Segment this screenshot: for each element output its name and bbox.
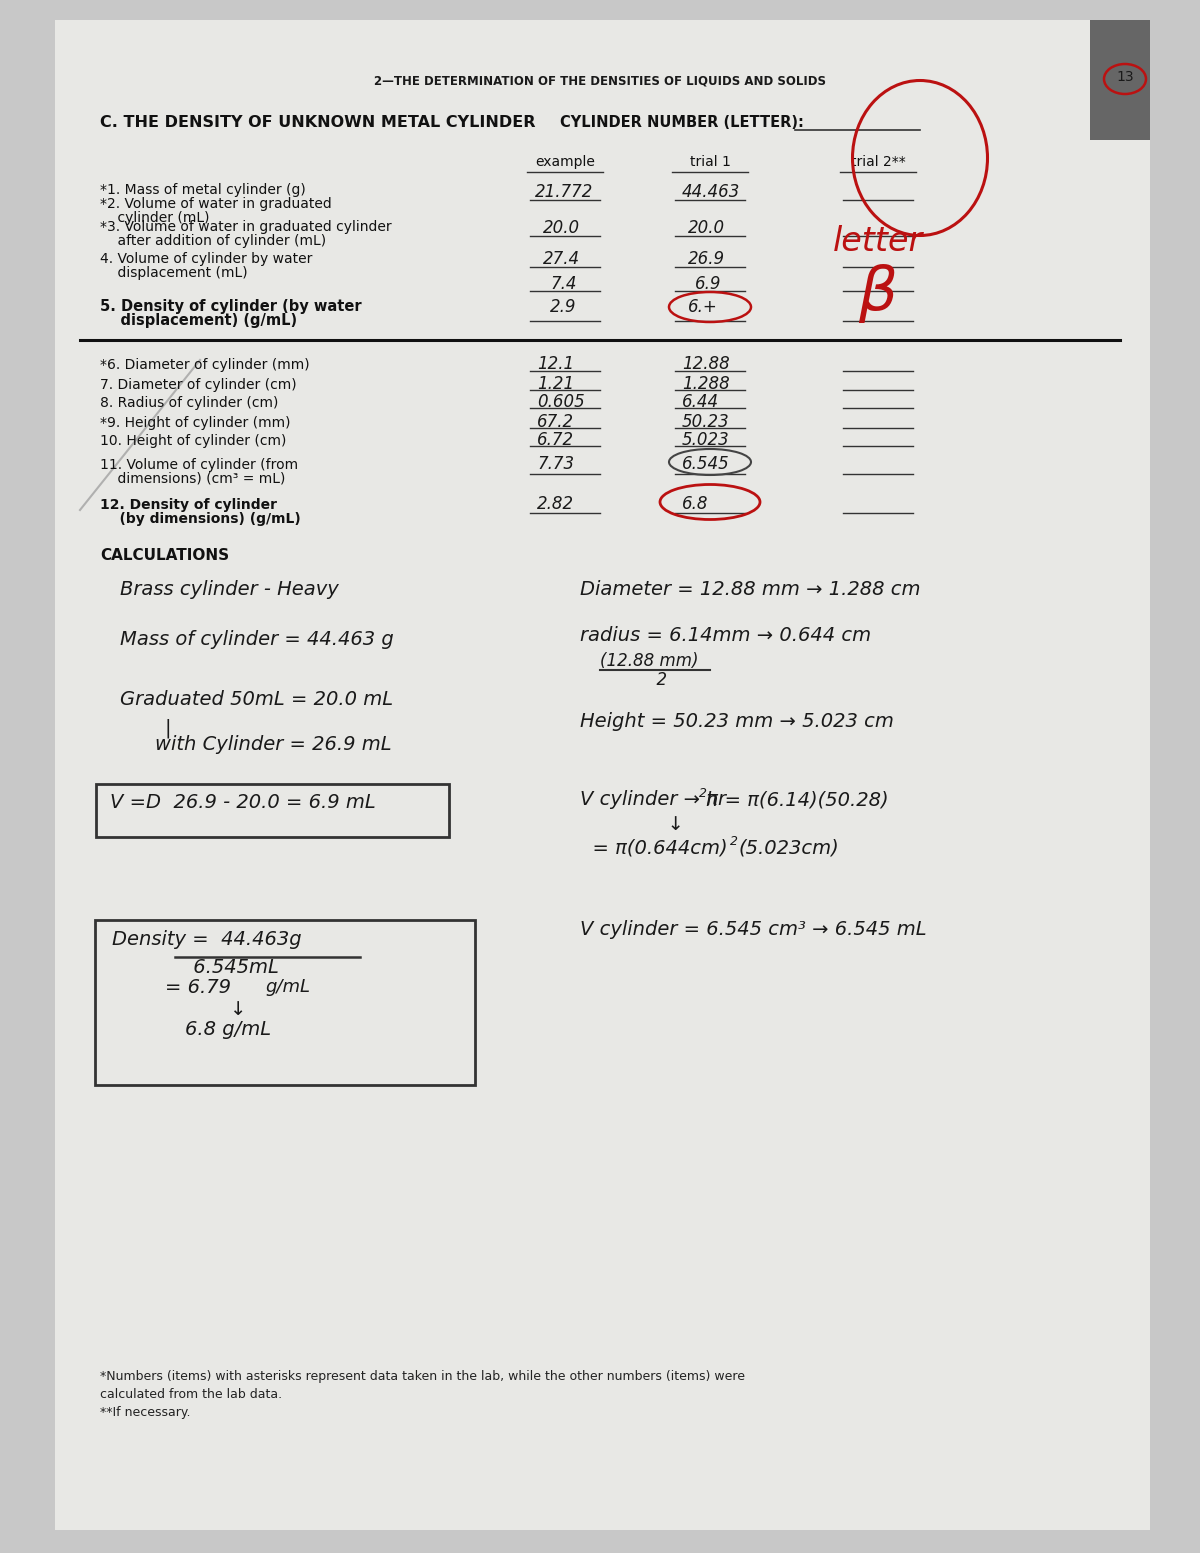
FancyBboxPatch shape bbox=[55, 20, 1150, 1530]
Text: 26.9: 26.9 bbox=[688, 250, 725, 269]
Text: = 6.79: = 6.79 bbox=[166, 978, 230, 997]
Text: 6.72: 6.72 bbox=[538, 432, 574, 449]
Text: 2.9: 2.9 bbox=[550, 298, 576, 315]
Text: *6. Diameter of cylinder (mm): *6. Diameter of cylinder (mm) bbox=[100, 359, 310, 373]
Text: 6.545mL: 6.545mL bbox=[112, 958, 278, 977]
Text: 4. Volume of cylinder by water: 4. Volume of cylinder by water bbox=[100, 252, 312, 266]
Text: 7.4: 7.4 bbox=[550, 275, 576, 294]
Text: *9. Height of cylinder (mm): *9. Height of cylinder (mm) bbox=[100, 416, 290, 430]
Text: Height = 50.23 mm → 5.023 cm: Height = 50.23 mm → 5.023 cm bbox=[580, 711, 894, 731]
Text: 6.545: 6.545 bbox=[682, 455, 730, 474]
Text: cylinder (mL): cylinder (mL) bbox=[100, 211, 210, 225]
Text: *Numbers (items) with asterisks represent data taken in the lab, while the other: *Numbers (items) with asterisks represen… bbox=[100, 1370, 745, 1384]
Text: ↓: ↓ bbox=[580, 815, 684, 834]
Text: displacement (mL): displacement (mL) bbox=[100, 266, 247, 280]
Text: 6.9: 6.9 bbox=[695, 275, 721, 294]
Text: trial 1: trial 1 bbox=[690, 155, 731, 169]
Text: 2: 2 bbox=[625, 671, 667, 690]
Text: 7.73: 7.73 bbox=[538, 455, 574, 474]
Text: Brass cylinder - Heavy: Brass cylinder - Heavy bbox=[120, 579, 338, 599]
Text: (by dimensions) (g/mL): (by dimensions) (g/mL) bbox=[100, 512, 301, 526]
Text: 1.288: 1.288 bbox=[682, 374, 730, 393]
Text: 6.8: 6.8 bbox=[682, 495, 708, 512]
Text: 0.605: 0.605 bbox=[538, 393, 584, 412]
Text: C. THE DENSITY OF UNKNOWN METAL CYLINDER: C. THE DENSITY OF UNKNOWN METAL CYLINDER bbox=[100, 115, 535, 130]
Text: 50.23: 50.23 bbox=[682, 413, 730, 432]
Text: V cylinder = 6.545 cm³ → 6.545 mL: V cylinder = 6.545 cm³ → 6.545 mL bbox=[580, 919, 926, 940]
Text: g/mL: g/mL bbox=[265, 978, 310, 995]
FancyBboxPatch shape bbox=[1090, 20, 1150, 140]
Text: letter: letter bbox=[833, 225, 923, 258]
Text: 10. Height of cylinder (cm): 10. Height of cylinder (cm) bbox=[100, 433, 287, 447]
Text: Mass of cylinder = 44.463 g: Mass of cylinder = 44.463 g bbox=[120, 631, 394, 649]
Text: h = π(6.14)(50.28): h = π(6.14)(50.28) bbox=[706, 790, 889, 809]
Text: 12. Density of cylinder: 12. Density of cylinder bbox=[100, 499, 277, 512]
Text: *3. Volume of water in graduated cylinder: *3. Volume of water in graduated cylinde… bbox=[100, 221, 391, 235]
Text: with Cylinder = 26.9 mL: with Cylinder = 26.9 mL bbox=[155, 735, 391, 755]
Text: trial 2**: trial 2** bbox=[851, 155, 905, 169]
Text: radius = 6.14mm → 0.644 cm: radius = 6.14mm → 0.644 cm bbox=[580, 626, 871, 644]
Text: 6.+: 6.+ bbox=[688, 298, 718, 315]
Text: 44.463: 44.463 bbox=[682, 183, 740, 200]
Text: 67.2: 67.2 bbox=[538, 413, 574, 432]
Text: 13: 13 bbox=[1116, 70, 1134, 84]
Text: 6.44: 6.44 bbox=[682, 393, 719, 412]
Text: ↓: ↓ bbox=[230, 1000, 246, 1019]
Text: 5. Density of cylinder (by water: 5. Density of cylinder (by water bbox=[100, 300, 361, 314]
Text: *2. Volume of water in graduated: *2. Volume of water in graduated bbox=[100, 197, 331, 211]
Text: |: | bbox=[166, 717, 172, 738]
Text: **If necessary.: **If necessary. bbox=[100, 1405, 191, 1419]
Text: 20.0: 20.0 bbox=[542, 219, 580, 238]
Text: 7. Diameter of cylinder (cm): 7. Diameter of cylinder (cm) bbox=[100, 377, 296, 391]
Text: 6.8 g/mL: 6.8 g/mL bbox=[185, 1020, 271, 1039]
Text: = π(0.644cm): = π(0.644cm) bbox=[580, 839, 727, 857]
Text: Density =  44.463g: Density = 44.463g bbox=[112, 930, 301, 949]
Text: Graduated 50mL = 20.0 mL: Graduated 50mL = 20.0 mL bbox=[120, 690, 394, 710]
Text: example: example bbox=[535, 155, 595, 169]
Text: 2: 2 bbox=[698, 787, 707, 800]
Text: dimensions) (cm³ = mL): dimensions) (cm³ = mL) bbox=[100, 472, 286, 486]
Text: 12.1: 12.1 bbox=[538, 356, 574, 373]
Text: Diameter = 12.88 mm → 1.288 cm: Diameter = 12.88 mm → 1.288 cm bbox=[580, 579, 920, 599]
Text: 12.88: 12.88 bbox=[682, 356, 730, 373]
Text: (12.88 mm): (12.88 mm) bbox=[600, 652, 698, 669]
Text: β: β bbox=[858, 264, 898, 323]
Text: 2.82: 2.82 bbox=[538, 495, 574, 512]
Text: V =D  26.9 - 20.0 = 6.9 mL: V =D 26.9 - 20.0 = 6.9 mL bbox=[110, 794, 376, 812]
Text: 20.0: 20.0 bbox=[688, 219, 725, 238]
Text: 27.4: 27.4 bbox=[542, 250, 580, 269]
Text: 2: 2 bbox=[730, 836, 738, 848]
Text: V cylinder → πr: V cylinder → πr bbox=[580, 790, 726, 809]
Text: calculated from the lab data.: calculated from the lab data. bbox=[100, 1388, 282, 1401]
Text: (5.023cm): (5.023cm) bbox=[738, 839, 839, 857]
Text: 5.023: 5.023 bbox=[682, 432, 730, 449]
Text: 8. Radius of cylinder (cm): 8. Radius of cylinder (cm) bbox=[100, 396, 278, 410]
Text: displacement) (g/mL): displacement) (g/mL) bbox=[100, 314, 298, 328]
Text: 11. Volume of cylinder (from: 11. Volume of cylinder (from bbox=[100, 458, 298, 472]
Text: 1.21: 1.21 bbox=[538, 374, 574, 393]
Text: after addition of cylinder (mL): after addition of cylinder (mL) bbox=[100, 235, 326, 248]
Text: CYLINDER NUMBER (LETTER):: CYLINDER NUMBER (LETTER): bbox=[560, 115, 804, 130]
Text: 2—THE DETERMINATION OF THE DENSITIES OF LIQUIDS AND SOLIDS: 2—THE DETERMINATION OF THE DENSITIES OF … bbox=[374, 75, 826, 89]
Text: CALCULATIONS: CALCULATIONS bbox=[100, 548, 229, 564]
Text: *1. Mass of metal cylinder (g): *1. Mass of metal cylinder (g) bbox=[100, 183, 306, 197]
Text: 21.772: 21.772 bbox=[535, 183, 593, 200]
